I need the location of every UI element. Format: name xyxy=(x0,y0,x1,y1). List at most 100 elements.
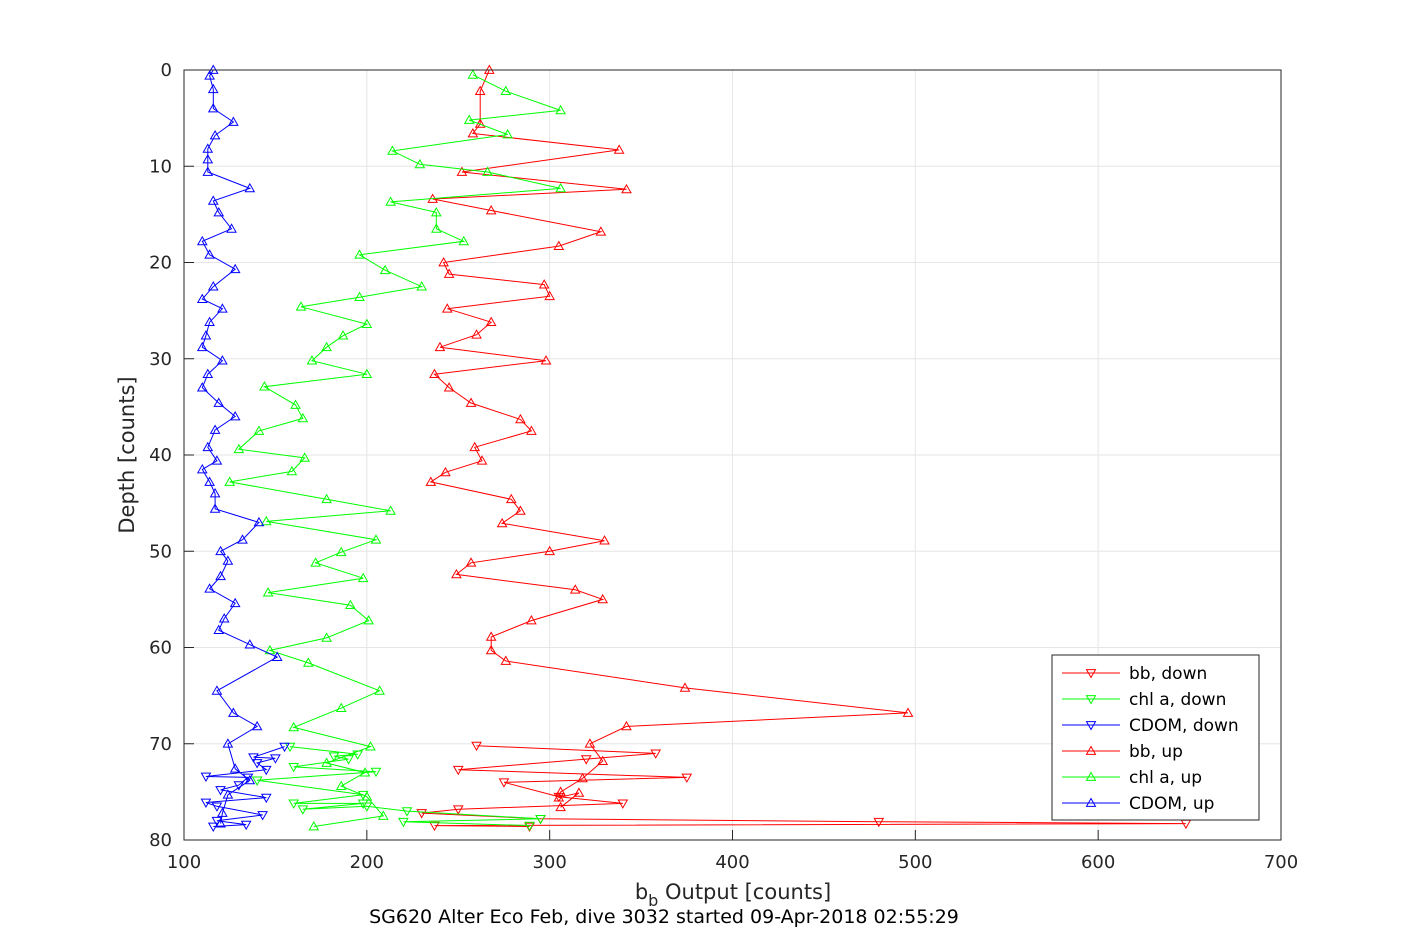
data-point xyxy=(204,316,215,327)
data-point xyxy=(463,114,475,124)
data-point xyxy=(284,742,296,753)
data-point xyxy=(577,772,588,783)
data-point xyxy=(345,599,356,610)
data-point xyxy=(621,720,632,731)
data-point xyxy=(465,397,477,407)
data-point xyxy=(467,69,479,79)
legend-box xyxy=(1051,654,1260,821)
data-point xyxy=(485,205,497,215)
data-point xyxy=(260,515,272,526)
data-point xyxy=(200,330,212,340)
y-tick-label: 40 xyxy=(149,445,172,466)
data-point xyxy=(483,64,495,74)
y-tick-label: 50 xyxy=(149,541,172,562)
data-point xyxy=(211,685,223,695)
data-point xyxy=(524,821,535,832)
data-point xyxy=(244,774,256,785)
legend-entry: chl a, up xyxy=(1129,768,1202,788)
data-point xyxy=(538,279,550,289)
data-point xyxy=(414,158,426,169)
data-point xyxy=(204,583,215,593)
data-point xyxy=(297,805,309,815)
data-point xyxy=(337,330,349,340)
data-point xyxy=(299,452,311,462)
data-point xyxy=(471,329,482,339)
data-point xyxy=(233,443,245,454)
legend-entry: chl a, down xyxy=(1129,690,1226,710)
data-point xyxy=(553,240,565,251)
data-point xyxy=(218,613,230,623)
data-point xyxy=(196,341,208,352)
y-axis-label: Depth [counts] xyxy=(115,376,139,533)
legend-marker xyxy=(1085,797,1097,807)
data-point xyxy=(452,765,464,776)
chart-title: SG620 Alter Eco Feb, dive 3032 started 0… xyxy=(369,906,959,928)
y-tick-label: 80 xyxy=(149,830,172,851)
data-point xyxy=(207,64,219,74)
data-point xyxy=(259,381,270,391)
data-point xyxy=(196,463,208,474)
data-point xyxy=(244,639,256,649)
data-point xyxy=(242,773,254,783)
data-point xyxy=(217,807,228,817)
data-point xyxy=(295,301,307,311)
data-point xyxy=(248,753,259,763)
data-point xyxy=(377,810,389,820)
data-point xyxy=(211,802,223,812)
x-tick-label: 300 xyxy=(532,852,566,873)
data-point xyxy=(621,183,632,194)
data-point xyxy=(385,196,396,206)
data-point xyxy=(202,368,214,379)
data-point xyxy=(286,465,298,476)
legend-marker xyxy=(1085,669,1097,679)
series-4 xyxy=(224,69,566,831)
data-point xyxy=(204,249,215,259)
data-point xyxy=(544,290,556,301)
data-point xyxy=(451,568,462,579)
data-point xyxy=(213,397,225,407)
series-line xyxy=(421,745,1186,827)
data-point xyxy=(416,281,428,291)
data-point xyxy=(456,166,468,176)
y-tick-label: 20 xyxy=(149,253,172,274)
data-point xyxy=(271,651,283,661)
data-point xyxy=(215,570,226,581)
data-point xyxy=(430,206,442,217)
data-point xyxy=(222,738,234,748)
data-point xyxy=(321,493,332,504)
y-tick-label: 70 xyxy=(149,734,172,755)
x-tick-label: 200 xyxy=(350,852,384,873)
data-point xyxy=(262,587,274,597)
data-point xyxy=(485,644,497,655)
data-point xyxy=(204,70,215,80)
data-point xyxy=(207,281,219,291)
data-point xyxy=(365,741,376,751)
data-point xyxy=(363,615,375,625)
data-point xyxy=(902,707,914,717)
x-axis-label-main: b xyxy=(635,880,648,904)
legend-entry: bb, up xyxy=(1129,742,1183,762)
data-point xyxy=(215,545,226,556)
data-point xyxy=(476,455,488,465)
data-point xyxy=(290,399,301,409)
data-point xyxy=(485,631,497,641)
x-axis-label-rest: Output [counts] xyxy=(658,880,831,904)
data-point xyxy=(469,441,481,452)
data-point xyxy=(498,778,510,788)
data-point xyxy=(209,503,221,513)
data-point xyxy=(500,85,512,96)
data-point xyxy=(253,516,265,527)
data-point xyxy=(515,413,526,424)
data-point xyxy=(357,572,369,583)
data-point xyxy=(244,182,256,193)
data-point xyxy=(359,767,371,777)
data-point xyxy=(379,264,391,275)
y-tick-labels: 0 10 20 30 40 50 60 70 80 xyxy=(149,60,172,851)
data-point xyxy=(297,412,309,423)
series-line xyxy=(205,746,285,827)
legend-entry: CDOM, down xyxy=(1129,716,1239,736)
data-point xyxy=(401,807,413,817)
data-point xyxy=(873,817,885,828)
data-point xyxy=(202,166,214,176)
data-point xyxy=(237,534,248,544)
